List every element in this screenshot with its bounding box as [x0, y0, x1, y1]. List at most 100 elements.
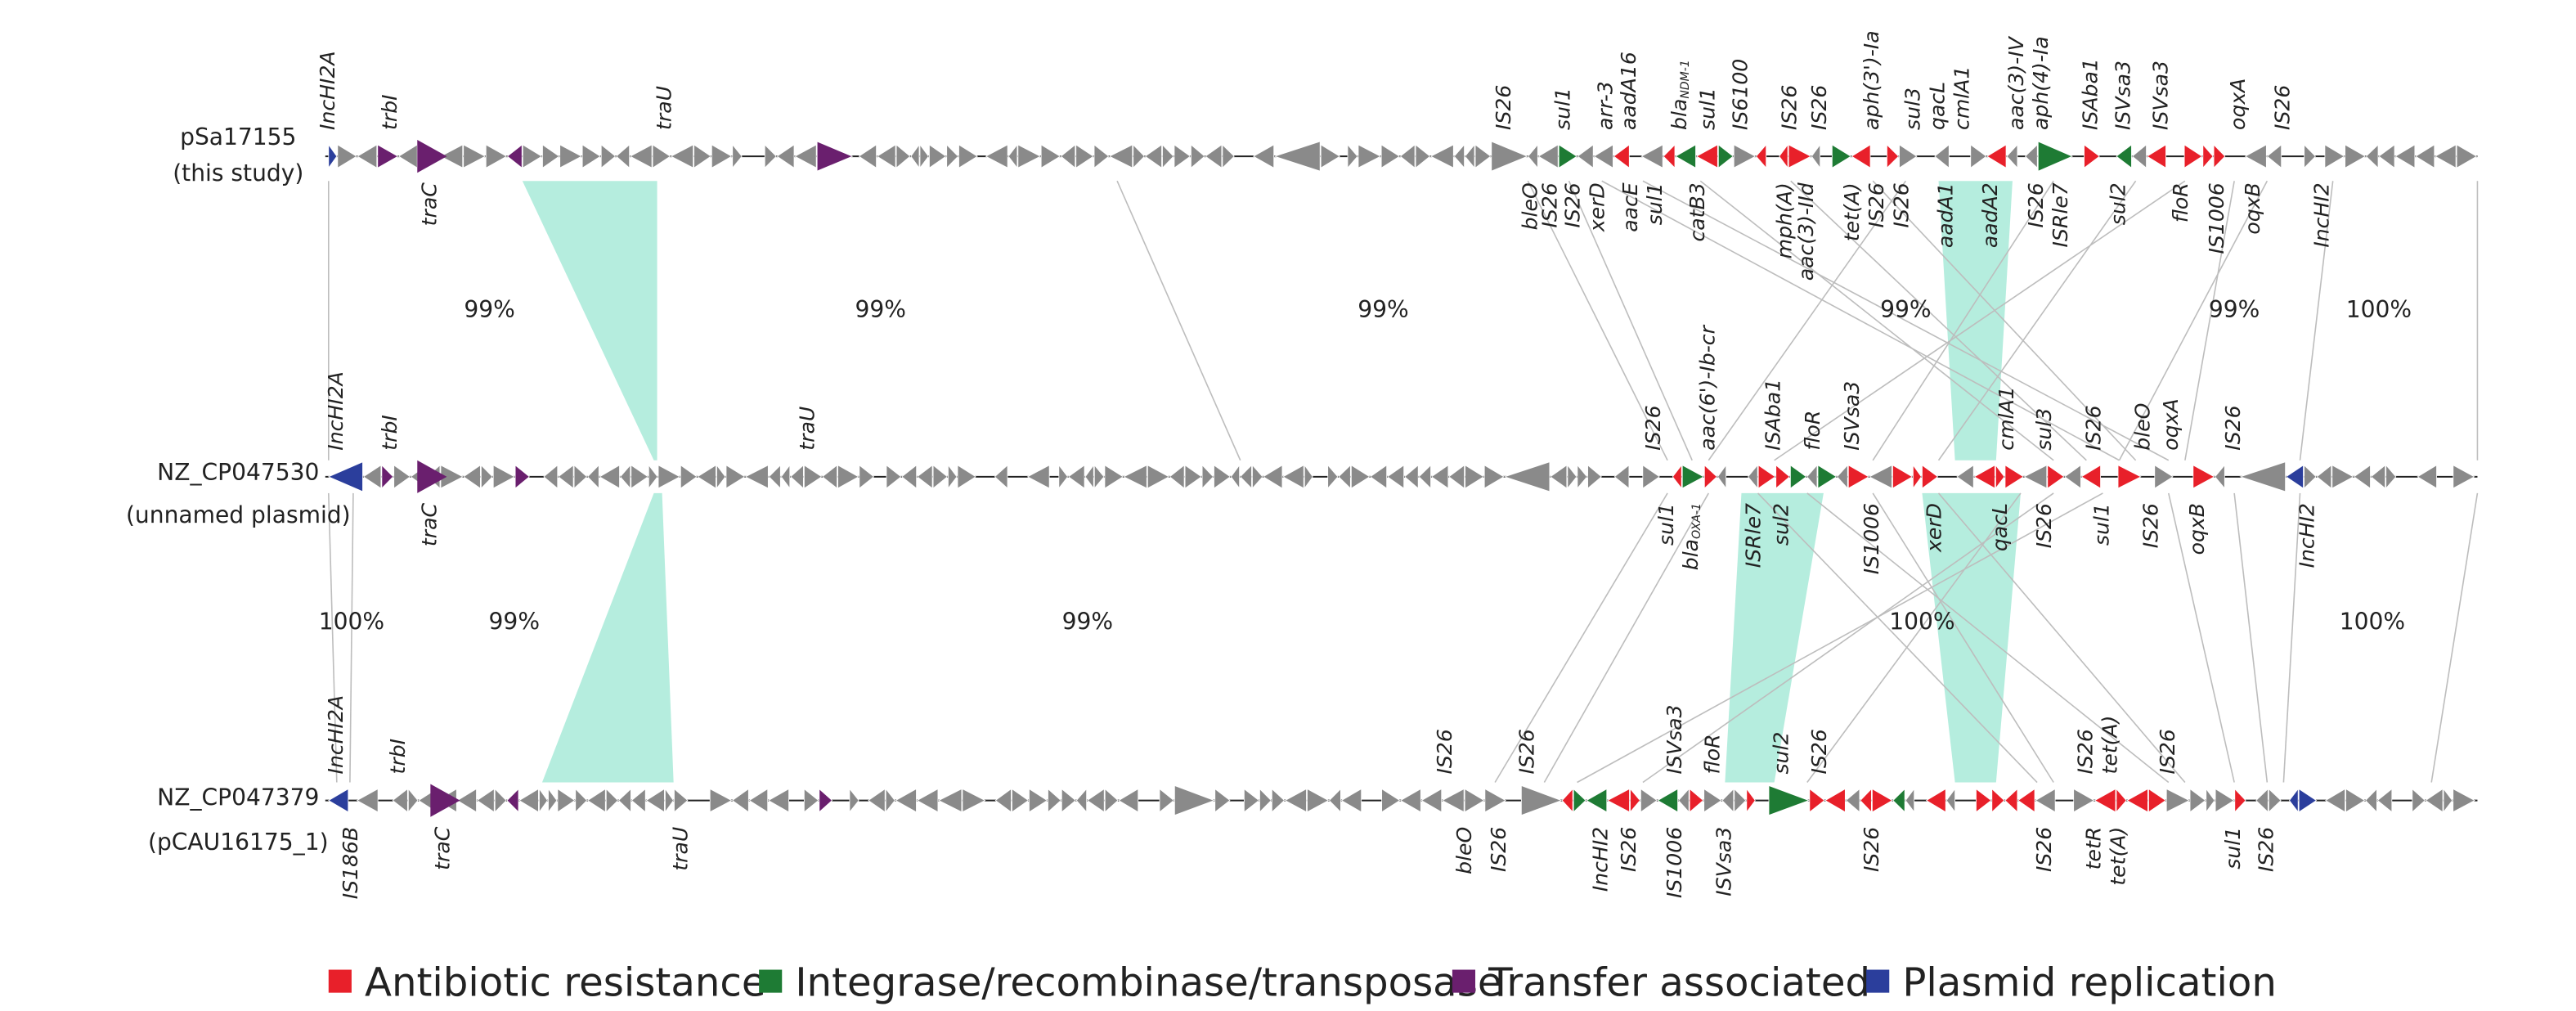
gene-arrow: [1418, 464, 1431, 489]
gene-label: ISRle7: [1742, 503, 1766, 568]
gene-label: sul1: [1695, 88, 1719, 130]
gene-arrow: [514, 464, 530, 489]
gene-arrow: [557, 788, 576, 813]
gene-arrow: [1075, 788, 1088, 813]
gene-arrow: [858, 144, 877, 168]
gene-arrow: [2385, 464, 2397, 489]
gene-label: IS26: [1807, 729, 1831, 774]
gene-arrow: [581, 144, 601, 168]
gene-arrow: [1806, 464, 1818, 489]
gene-arrow: [1973, 465, 1995, 489]
identity-label: 100%: [2346, 296, 2412, 323]
gene-arrow: [868, 788, 886, 813]
identity-label: 99%: [489, 609, 540, 636]
gene-label: IS26: [1433, 729, 1456, 774]
gene-arrow: [1824, 788, 1846, 813]
gene-label: aacE: [1618, 182, 1642, 232]
gene-arrow: [1093, 464, 1105, 490]
gene-label: IncHI2A: [316, 51, 339, 130]
gene-label: catB3: [1685, 182, 1709, 241]
identity-label: 100%: [2340, 609, 2405, 636]
gene-arrow: [901, 464, 918, 489]
gene-arrow: [1370, 465, 1388, 489]
gene-label: sul1: [2089, 503, 2113, 546]
gene-arrow: [631, 465, 649, 489]
gene-arrow: [1733, 144, 1757, 168]
gene-label: IS26: [2073, 729, 2097, 774]
gene-label: ISVsa3: [2149, 61, 2173, 130]
gene-arrow: [1837, 464, 1848, 489]
gene-arrow: [1184, 465, 1202, 489]
gene-arrow: [1675, 144, 1696, 168]
gene-label: IS186B: [339, 827, 362, 900]
link-line: [1642, 180, 2170, 461]
gene-arrow: [1695, 144, 1718, 168]
link-line: [2430, 492, 2479, 783]
gene-arrow: [1259, 788, 1272, 813]
gene-arrow: [2354, 465, 2371, 489]
gene-label: floR: [2169, 182, 2192, 222]
gene-arrow: [1058, 464, 1069, 490]
gene-arrow: [1550, 465, 1568, 489]
gene-arrow: [709, 788, 733, 813]
gene-arrow: [768, 464, 781, 489]
link-line: [1577, 492, 2103, 784]
identity-label: 100%: [1889, 609, 1954, 636]
gene-arrow: [2244, 144, 2267, 168]
gene-arrow: [1630, 788, 1640, 813]
gene-label: IncHI2: [1589, 827, 1613, 892]
gene-arrow: [2266, 144, 2282, 169]
gene-arrow: [559, 144, 583, 168]
gene-arrow: [1503, 461, 1551, 492]
gene-arrow: [711, 144, 733, 168]
gene-arrow: [859, 464, 875, 489]
gene-label: tetR: [2081, 827, 2105, 870]
gene-arrow: [1577, 464, 1588, 490]
link-line: [349, 492, 354, 783]
gene-arrow: [440, 144, 464, 168]
gene-arrow: [2324, 144, 2345, 168]
gene-label: ISVsa3: [1663, 704, 1686, 774]
gene-arrow: [2004, 788, 2018, 813]
gene-arrow: [1307, 788, 1330, 813]
gene-arrow: [1956, 465, 1974, 489]
gene-arrow: [357, 144, 378, 168]
gene-label: aadA1: [1934, 182, 1958, 248]
gene-arrow: [1681, 465, 1705, 489]
link-line: [327, 492, 338, 783]
gene-arrow: [328, 143, 338, 169]
gene-label: IS26: [1487, 827, 1510, 872]
identity-region: [1725, 492, 1824, 783]
gene-arrow: [1243, 788, 1260, 813]
gene-arrow: [1304, 464, 1313, 490]
gene-arrow: [1008, 143, 1018, 169]
gene-arrow: [645, 788, 665, 813]
gene-arrow: [2324, 788, 2346, 813]
gene-arrow: [2202, 143, 2214, 169]
gene-arrow: [1320, 144, 1341, 168]
gene-arrow: [2206, 788, 2215, 813]
gene-arrow: [2192, 465, 2215, 489]
tracks: [325, 140, 2478, 817]
gene-arrow: [1561, 788, 1573, 813]
track-subtitle: (unnamed plasmid): [126, 501, 351, 528]
gene-arrow: [1441, 788, 1465, 813]
identity-region: [541, 492, 674, 783]
gene-arrow: [2037, 141, 2074, 172]
identity-region: [522, 181, 657, 461]
gene-label: tet(A): [2107, 827, 2130, 886]
gene-arrow: [463, 465, 481, 489]
gene-arrow: [1093, 144, 1110, 168]
gene-arrow: [1788, 144, 1812, 168]
gene-arrow: [2126, 788, 2148, 813]
legend-label: Antibiotic resistance: [365, 960, 766, 1006]
gene-label: IS26: [1865, 182, 1888, 227]
gene-arrow: [1123, 465, 1147, 489]
gene-arrow: [2215, 788, 2235, 813]
gene-arrow: [542, 144, 560, 168]
gene-arrow: [670, 144, 694, 168]
link-line: [2184, 181, 2235, 461]
gene-arrow: [895, 788, 917, 813]
gene-arrow: [2047, 465, 2065, 489]
gene-arrow: [2183, 144, 2203, 168]
